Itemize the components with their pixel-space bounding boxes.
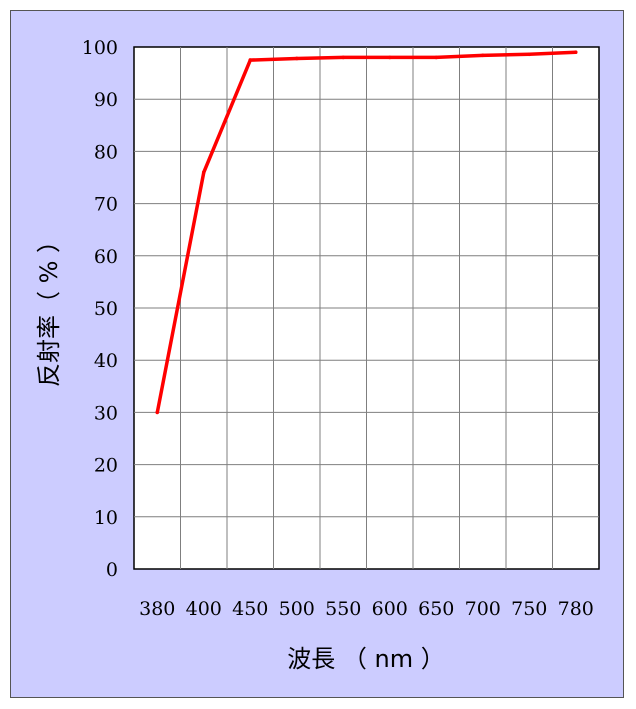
data-points bbox=[155, 50, 578, 415]
x-tick-label: 650 bbox=[418, 598, 454, 620]
x-tick-label: 750 bbox=[511, 598, 547, 620]
data-point bbox=[294, 56, 299, 61]
data-point bbox=[248, 58, 253, 62]
x-tick-label: 400 bbox=[186, 598, 222, 620]
series-line bbox=[155, 50, 576, 413]
x-tick-label: 500 bbox=[279, 598, 315, 620]
y-tick-label: 60 bbox=[94, 246, 118, 268]
x-axis-tick-labels: 380 400 450 500 550 600 650 700 750 780 bbox=[139, 598, 594, 620]
y-tick-label: 10 bbox=[94, 507, 118, 529]
x-tick-label: 380 bbox=[139, 598, 175, 620]
data-point bbox=[480, 53, 485, 58]
y-tick-label: 40 bbox=[94, 350, 118, 372]
y-tick-label: 0 bbox=[106, 559, 118, 581]
x-tick-label: 450 bbox=[232, 598, 268, 620]
y-tick-label: 70 bbox=[94, 194, 118, 216]
data-point bbox=[434, 55, 439, 60]
y-axis-tick-labels: 0 10 20 30 40 50 60 70 80 90 100 bbox=[82, 37, 118, 581]
y-tick-label: 20 bbox=[94, 455, 118, 477]
data-point bbox=[387, 55, 392, 60]
x-tick-label: 550 bbox=[325, 598, 361, 620]
x-tick-label: 700 bbox=[465, 598, 501, 620]
y-tick-label: 80 bbox=[94, 141, 118, 163]
y-tick-label: 90 bbox=[94, 89, 118, 111]
data-point bbox=[573, 50, 578, 55]
y-tick-label: 50 bbox=[94, 298, 118, 320]
data-point bbox=[155, 410, 160, 415]
y-tick-label: 30 bbox=[94, 402, 118, 424]
y-tick-label: 100 bbox=[82, 37, 118, 59]
data-point bbox=[527, 52, 532, 57]
x-tick-label: 600 bbox=[372, 598, 408, 620]
y-axis-title: 反射率（ % ） bbox=[35, 229, 63, 387]
data-point bbox=[201, 170, 206, 175]
data-point bbox=[341, 55, 346, 60]
grid-lines bbox=[134, 47, 599, 569]
x-axis-title: 波長 （ nm ） bbox=[287, 645, 444, 673]
x-tick-label: 780 bbox=[558, 598, 594, 620]
